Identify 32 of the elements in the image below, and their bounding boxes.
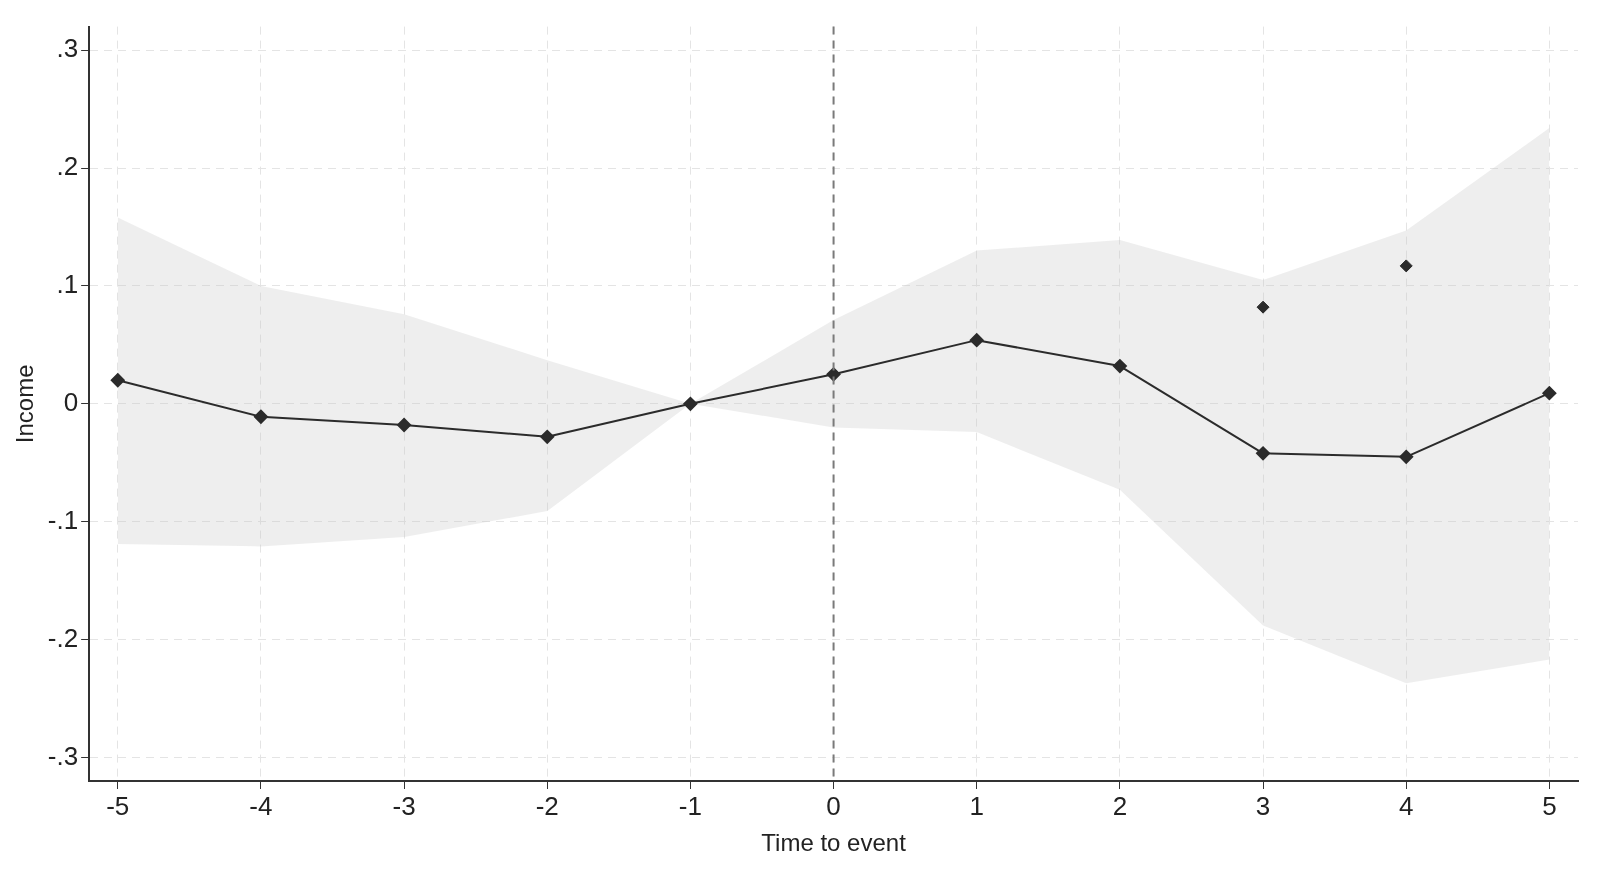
x-tick-label: 4: [1398, 790, 1414, 821]
x-tick-label: -4: [249, 790, 273, 821]
point: [1399, 449, 1414, 464]
y-tick-label: 0: [63, 386, 79, 417]
y-axis-title: Income: [11, 364, 39, 444]
point: [1256, 446, 1271, 461]
y-tick-label: .2: [56, 151, 79, 182]
point: [969, 333, 984, 348]
y-tick-label: -.2: [47, 622, 79, 653]
x-tick-label: 0: [826, 790, 841, 821]
x-tick-label: -3: [392, 790, 416, 821]
point: [110, 373, 125, 388]
point: [397, 418, 412, 433]
point: [253, 409, 268, 424]
x-axis-title: Time to event: [761, 829, 907, 857]
y-tick-label: .3: [56, 33, 79, 64]
x-tick-label: 2: [1112, 790, 1128, 821]
point: [1542, 386, 1557, 401]
x-tick-label: 1: [969, 790, 984, 821]
point: [683, 396, 698, 411]
point: [1256, 300, 1270, 314]
y-tick-label: -.3: [47, 740, 79, 771]
point: [540, 429, 555, 444]
x-tick-label: -2: [535, 790, 559, 821]
x-tick-label: -1: [678, 790, 702, 821]
x-tick-label: 3: [1255, 790, 1271, 821]
y-tick-label: -.1: [47, 504, 79, 535]
point: [1399, 259, 1413, 273]
y-tick-label: .1: [56, 269, 79, 300]
x-tick-label: -5: [106, 790, 130, 821]
x-tick-label: 5: [1542, 790, 1557, 821]
point: [1112, 359, 1127, 374]
